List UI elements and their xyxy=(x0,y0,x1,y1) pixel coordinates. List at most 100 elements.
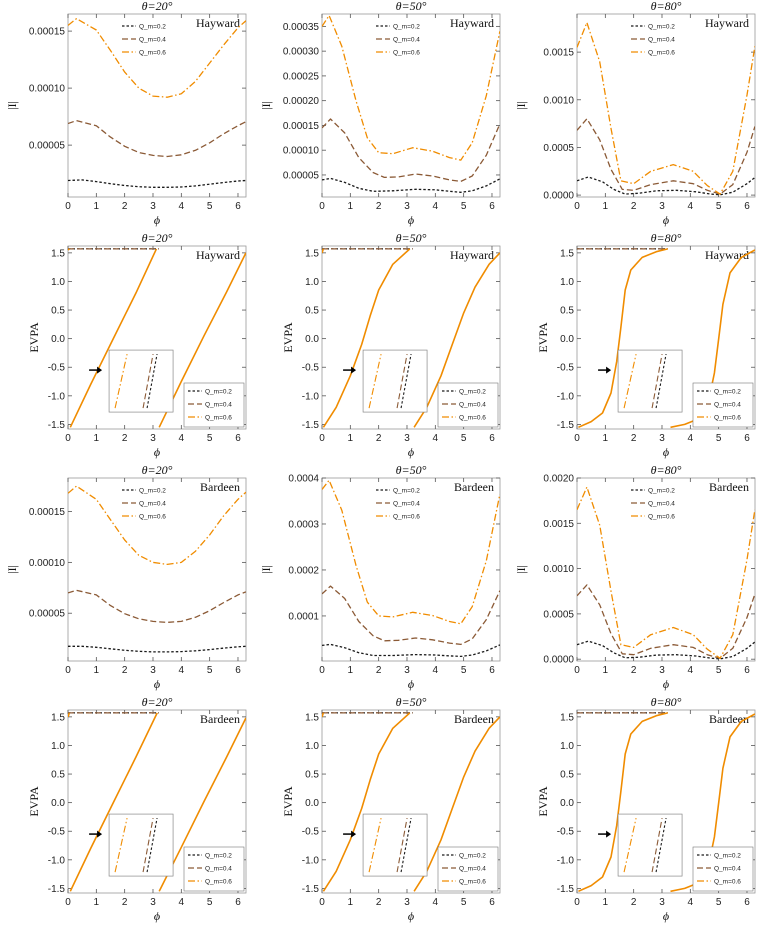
inset-line-02 xyxy=(400,817,412,873)
x-tick-label: 1 xyxy=(94,433,100,444)
legend: Q_m=0.2 Q_m=0.4 Q_m=0.6 xyxy=(122,24,166,57)
model-label: Bardeen xyxy=(454,480,494,494)
model-label: Hayward xyxy=(450,248,494,262)
series-line-06 xyxy=(68,17,246,98)
panel-title: θ=50° xyxy=(396,695,427,709)
series-line-02 xyxy=(68,645,246,653)
inset-arrow-head xyxy=(606,830,612,838)
y-tick-label: -1.5 xyxy=(557,884,575,895)
y-tick-label: 0.5 xyxy=(305,770,319,781)
y-tick-label: 0.0 xyxy=(305,798,319,809)
legend-label: Q_m=0.4 xyxy=(459,402,486,409)
x-tick-label: 3 xyxy=(404,433,410,444)
legend-label: Q_m=0.2 xyxy=(714,389,741,396)
x-tick-label: 0 xyxy=(65,433,71,444)
chart-bar-i-50: 0.0001 0.0002 0.0003 0.0004 0 1 2 3 4 5 6 θ=50° Bard… xyxy=(259,463,501,691)
x-tick-label: 2 xyxy=(631,897,637,908)
x-tick-label: 6 xyxy=(235,897,241,908)
panel-bar-e-20: -1.5 -1.0 -0.5 0.0 0.5 1.0 1.5 0 1 2 3 4 5 6 θ=20° Bard… xyxy=(0,695,254,927)
y-tick-label: -1.5 xyxy=(302,884,320,895)
x-tick-label: 5 xyxy=(716,665,722,676)
inset-line-04 xyxy=(396,353,408,409)
x-tick-label: 3 xyxy=(150,433,156,444)
x-tick-label: 1 xyxy=(603,665,609,676)
y-axis-label: |I| xyxy=(259,101,273,110)
y-tick-label: -0.5 xyxy=(48,827,66,838)
panel-title: θ=80° xyxy=(651,695,682,709)
y-tick-label: 0.0 xyxy=(51,798,65,809)
y-axis-label: |I| xyxy=(514,101,528,110)
y-tick-label: 0.0000 xyxy=(543,655,574,666)
x-axis-label: ϕ xyxy=(154,445,160,459)
legend-label: Q_m=0.4 xyxy=(205,402,232,409)
panel-bar-e-80: -1.5 -1.0 -0.5 0.0 0.5 1.0 1.5 0 1 2 3 4 5 6 θ=80° Bard… xyxy=(509,695,763,927)
y-tick-label: 1.0 xyxy=(51,741,65,752)
x-axis-label: ϕ xyxy=(408,677,414,691)
series-line-04 xyxy=(68,589,246,624)
x-tick-label: 1 xyxy=(94,201,100,212)
x-tick-label: 1 xyxy=(348,201,354,212)
inset-line-06 xyxy=(114,353,128,409)
x-tick-label: 2 xyxy=(376,897,382,908)
series-line-06 xyxy=(413,252,500,428)
series-line-06 xyxy=(69,712,158,892)
y-tick-label: 1.5 xyxy=(51,712,65,723)
series-line-06 xyxy=(670,713,755,893)
model-label: Hayward xyxy=(450,16,494,30)
y-tick-label: 0.0001 xyxy=(288,611,319,622)
x-tick-label: 5 xyxy=(716,897,722,908)
y-tick-label: -0.5 xyxy=(557,827,575,838)
y-tick-label: 1.0 xyxy=(305,741,319,752)
legend-label: Q_m=0.2 xyxy=(393,488,420,495)
series-line-06 xyxy=(322,248,325,254)
y-tick-label: -1.0 xyxy=(48,855,66,866)
y-axis-label: |I| xyxy=(514,565,528,574)
legend-label: Q_m=0.4 xyxy=(393,37,420,44)
x-tick-label: 2 xyxy=(631,433,637,444)
inset-box xyxy=(108,813,174,877)
inset-zoom xyxy=(343,813,428,877)
x-axis-label: ϕ xyxy=(154,213,160,227)
panel-bar-i-80: 0.0000 0.0005 0.0010 0.0015 0.0020 0 1 2 3 4 5 6 θ=8… xyxy=(509,463,763,695)
x-tick-label: 0 xyxy=(319,201,325,212)
y-tick-label: -1.0 xyxy=(302,391,320,402)
legend-label: Q_m=0.4 xyxy=(139,37,166,44)
chart-hay-i-50: 0.00005 0.00010 0.00015 0.00020 0.00025 0.000… xyxy=(259,0,501,227)
y-axis-label: EVPA xyxy=(536,322,550,353)
plot-frame xyxy=(576,709,756,894)
y-tick-label: 0.5 xyxy=(560,770,574,781)
x-tick-label: 0 xyxy=(574,433,580,444)
chart-hay-e-50: -1.5 -1.0 -0.5 0.0 0.5 1.0 1.5 0 1 2 3 4 5 6 θ=50° Hayw… xyxy=(281,231,501,459)
x-axis-label: ϕ xyxy=(408,445,414,459)
chart-hay-e-20: -1.5 -1.0 -0.5 0.0 0.5 1.0 1.5 0 1 2 3 4 5 6 θ=20° Hayw… xyxy=(27,231,247,459)
x-tick-label: 2 xyxy=(122,665,128,676)
y-tick-label: -1.0 xyxy=(48,391,66,402)
x-tick-label: 3 xyxy=(150,201,156,212)
y-axis-label: |I| xyxy=(5,565,19,574)
y-tick-label: 0.00015 xyxy=(29,507,66,518)
legend-label: Q_m=0.6 xyxy=(714,879,741,886)
series-line-06 xyxy=(68,485,246,566)
x-axis-label: ϕ xyxy=(663,909,669,923)
series-line-06 xyxy=(578,248,668,429)
x-tick-label: 5 xyxy=(716,433,722,444)
inset-zoom xyxy=(89,349,174,413)
legend-label: Q_m=0.6 xyxy=(459,879,486,886)
y-axis-label: |I| xyxy=(259,565,273,574)
legend-label: Q_m=0.2 xyxy=(139,488,166,495)
y-axis-label: EVPA xyxy=(536,786,550,817)
x-axis-label: ϕ xyxy=(663,445,669,459)
x-tick-label: 4 xyxy=(688,433,694,444)
y-tick-label: -1.0 xyxy=(557,855,575,866)
y-tick-label: 0.0005 xyxy=(543,143,574,154)
legend: Q_m=0.2 Q_m=0.4 Q_m=0.6 xyxy=(183,382,245,428)
legend: Q_m=0.2 Q_m=0.4 Q_m=0.6 xyxy=(122,488,166,521)
y-tick-label: 0.0015 xyxy=(543,48,574,59)
y-tick-label: 1.5 xyxy=(560,248,574,259)
panel-title: θ=80° xyxy=(651,463,682,477)
legend-label: Q_m=0.6 xyxy=(648,50,675,57)
legend-label: Q_m=0.4 xyxy=(714,866,741,873)
legend-label: Q_m=0.6 xyxy=(714,415,741,422)
series-group xyxy=(577,712,755,893)
legend-label: Q_m=0.4 xyxy=(459,866,486,873)
